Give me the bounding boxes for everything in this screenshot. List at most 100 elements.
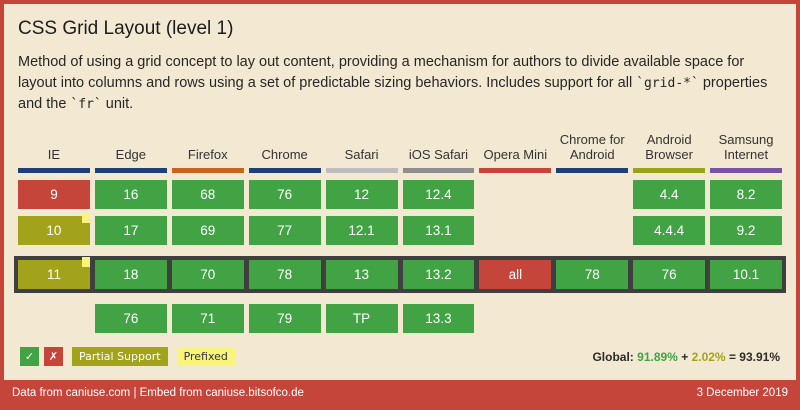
browser-header-safari: Safari: [325, 131, 398, 174]
global-partial-pct: 2.02%: [691, 349, 726, 364]
browser-name: Android Browser: [645, 132, 693, 163]
support-cell: all: [479, 260, 552, 290]
support-cell: 8.2: [710, 180, 782, 210]
support-row: 9 16 68 76 12 12.4 4.4 8.2: [18, 180, 782, 210]
bitsofco-link[interactable]: caniuse.bitsofco.de: [205, 387, 304, 399]
support-cell: 12: [325, 180, 398, 210]
footer-text: | Embed from: [130, 387, 206, 399]
support-row: 76 71 79 TP 13.3: [18, 304, 782, 334]
support-cell: 70: [171, 260, 244, 290]
global-label: Global:: [592, 349, 634, 364]
browser-name: Safari: [344, 147, 379, 163]
browser-color-bar: [479, 168, 552, 174]
legend: ✓ ✗ Partial Support Prefixed: [20, 347, 235, 367]
support-cell: 9.2: [710, 216, 782, 246]
support-cell: 68: [171, 180, 244, 210]
legend-and-stats: ✓ ✗ Partial Support Prefixed Global: 91.…: [18, 333, 782, 368]
browser-color-bar: [710, 168, 782, 174]
browser-header-ios-safari: iOS Safari: [402, 131, 475, 174]
browser-header-android-browser: Android Browser: [633, 131, 706, 174]
browser-name: Chrome for Android: [559, 132, 625, 163]
browser-header-row: IE Edge Firefox Chrome Safari iOS Safari Opera…: [18, 131, 782, 174]
browser-color-bar: [633, 168, 706, 174]
support-cell: 76: [94, 304, 167, 334]
footer-text: Data from: [12, 387, 66, 399]
feature-description: Method of using a grid concept to lay ou…: [18, 52, 782, 115]
support-cell: 4.4: [633, 180, 706, 210]
support-cell: TP: [325, 304, 398, 334]
browser-name: Edge: [115, 147, 147, 163]
support-cell: [556, 180, 628, 209]
browser-color-bar: [402, 168, 475, 174]
support-cell: 13.3: [402, 304, 475, 334]
browser-name: Chrome: [261, 147, 308, 163]
browser-color-bar: [18, 168, 90, 174]
global-supported-pct: 91.89%: [637, 349, 678, 364]
support-rows: 9 16 68 76 12 12.4 4.4 8.2 10 17 69 77 12.1 13.1 4.4.4…: [14, 180, 786, 334]
browser-header-ie: IE: [18, 131, 90, 174]
support-row-current: 11 18 70 78 13 13.2 all 78 76 10.1: [14, 256, 786, 294]
support-cell: 13.1: [402, 216, 475, 246]
legend-partial-support: Partial Support: [72, 347, 168, 367]
support-cell: 12.1: [325, 216, 398, 246]
support-cell: 10.1: [710, 260, 782, 290]
global-usage-stats: Global: 91.89% + 2.02% = 93.91%: [592, 350, 780, 364]
caniuse-link[interactable]: caniuse.com: [65, 387, 131, 399]
support-cell: 12.4: [402, 180, 475, 210]
code-fr-unit: `fr`: [70, 97, 102, 113]
cross-icon: ✗: [48, 350, 59, 364]
support-cell: 13.2: [402, 260, 475, 290]
support-cell: 78: [556, 260, 629, 290]
support-cell: 71: [171, 304, 244, 334]
support-cell: 4.4.4: [633, 216, 706, 246]
browser-header-samsung-internet: Samsung Internet: [710, 131, 782, 174]
browser-name: iOS Safari: [408, 147, 469, 163]
browser-header-chrome-for-android: Chrome for Android: [556, 131, 629, 174]
browser-header-edge: Edge: [94, 131, 167, 174]
support-cell: [556, 216, 628, 245]
support-cell: 16: [94, 180, 167, 210]
browser-name: IE: [47, 147, 61, 163]
browser-color-bar: [325, 168, 398, 174]
support-cell: 11: [18, 257, 90, 290]
browser-name: Opera Mini: [483, 147, 548, 163]
footer-attribution: Data from caniuse.com | Embed from caniu…: [12, 387, 304, 399]
browser-name: Firefox: [187, 147, 228, 163]
browser-color-bar: [171, 168, 244, 174]
browser-color-bar: [248, 168, 321, 174]
support-cell: [710, 304, 782, 333]
support-cell: [633, 304, 705, 333]
global-total-pct: 93.91%: [739, 349, 780, 364]
support-cell: 18: [94, 260, 167, 290]
page-title: CSS Grid Layout (level 1): [18, 18, 234, 39]
support-cell: 77: [248, 216, 321, 246]
footer-bar: Data from caniuse.com | Embed from caniu…: [4, 380, 796, 406]
browser-color-bar: [94, 168, 167, 174]
description-text: unit.: [101, 96, 134, 113]
plus-sign: +: [681, 349, 689, 364]
support-cell: 76: [633, 260, 706, 290]
code-grid-properties: `grid-*`: [636, 76, 699, 92]
legend-prefixed: Prefixed: [176, 347, 235, 367]
legend-unsupported-box: ✗: [44, 347, 63, 367]
browser-header-opera-mini: Opera Mini: [479, 131, 552, 174]
support-cell: 79: [248, 304, 321, 334]
browser-color-bar: [556, 168, 629, 174]
support-cell: 13: [325, 260, 398, 290]
support-cell: 78: [248, 260, 321, 290]
support-cell: [479, 180, 551, 209]
browser-header-firefox: Firefox: [171, 131, 244, 174]
support-cell: [18, 304, 90, 333]
prefixed-marker: [81, 257, 90, 268]
support-cell: 17: [94, 216, 167, 246]
legend-supported-box: ✓: [20, 347, 39, 367]
support-row: 10 17 69 77 12.1 13.1 4.4.4 9.2: [18, 213, 782, 246]
prefixed-marker: [81, 213, 90, 224]
browser-name: Samsung Internet: [718, 132, 774, 163]
equals-sign: =: [728, 349, 736, 364]
description-text: Method of using a grid concept to lay ou…: [18, 54, 745, 92]
support-cell: 10: [18, 213, 90, 246]
support-cell: [479, 304, 551, 333]
support-cell: [479, 216, 551, 245]
description-text: properties and the: [18, 75, 768, 113]
